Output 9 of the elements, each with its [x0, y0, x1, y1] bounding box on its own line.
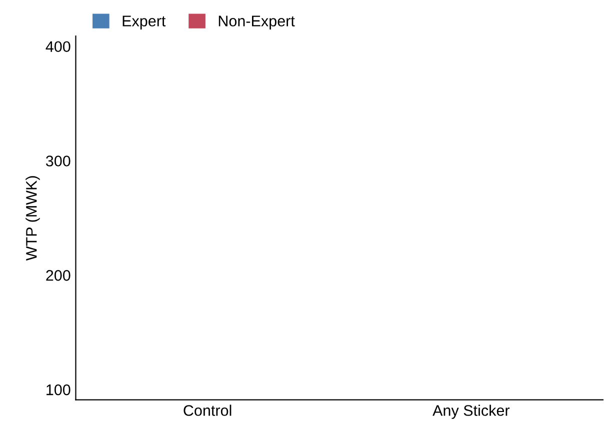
x-tick-label: Any Sticker — [432, 404, 510, 419]
y-axis-title: WTP (MWK) — [26, 176, 40, 261]
y-tick-label: 400 — [46, 41, 70, 52]
y-tick-label: 200 — [46, 270, 70, 281]
legend-label: Non-Expert — [218, 16, 295, 30]
legend-label: Expert — [122, 16, 166, 30]
y-tick-label: 300 — [46, 156, 70, 166]
x-tick-label: Control — [184, 404, 232, 416]
y-tick-label: 100 — [46, 384, 70, 396]
